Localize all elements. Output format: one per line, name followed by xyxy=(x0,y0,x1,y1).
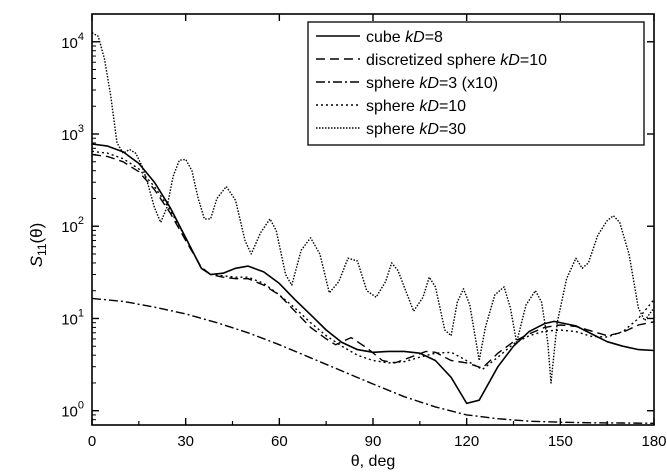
x-tick-label: 90 xyxy=(365,433,382,450)
legend-label-2: discretized sphere kD=10 xyxy=(366,52,547,69)
x-tick-label: 30 xyxy=(177,433,194,450)
series-line-4 xyxy=(91,150,655,371)
y-tick-label: 101 xyxy=(61,307,84,328)
x-tick-label: 180 xyxy=(641,433,666,450)
legend-box xyxy=(307,21,645,146)
legend-label-1: cube kD=8 xyxy=(366,29,443,46)
y-tick-label: 102 xyxy=(61,215,84,236)
legend-label-5: sphere kD=30 xyxy=(366,121,466,138)
legend-label-3: sphere kD=3 (x10) xyxy=(366,75,498,92)
x-tick-label: 0 xyxy=(88,433,96,450)
series-line-5 xyxy=(91,32,655,384)
x-axis-label: θ, deg xyxy=(351,453,395,470)
series-line-2 xyxy=(91,153,655,369)
x-tick-label: 120 xyxy=(454,433,479,450)
y-tick-label: 100 xyxy=(61,400,84,421)
y-tick-label: 103 xyxy=(61,123,84,144)
series-line-1 xyxy=(91,143,655,405)
axis-ticks: 0 30 60 90 120 150 180 100 101 102 103 104 xyxy=(61,13,667,450)
x-tick-label: 60 xyxy=(271,433,288,450)
legend-label-4: sphere kD=10 xyxy=(366,98,466,115)
series-layer xyxy=(91,32,655,424)
y-axis-label: S11(θ) xyxy=(27,223,49,268)
x-tick-label: 150 xyxy=(548,433,573,450)
legend: cube kD=8 discretized sphere kD=10 sphere … xyxy=(307,21,645,146)
y-tick-label: 104 xyxy=(61,31,84,52)
series-line-3 xyxy=(91,297,655,424)
